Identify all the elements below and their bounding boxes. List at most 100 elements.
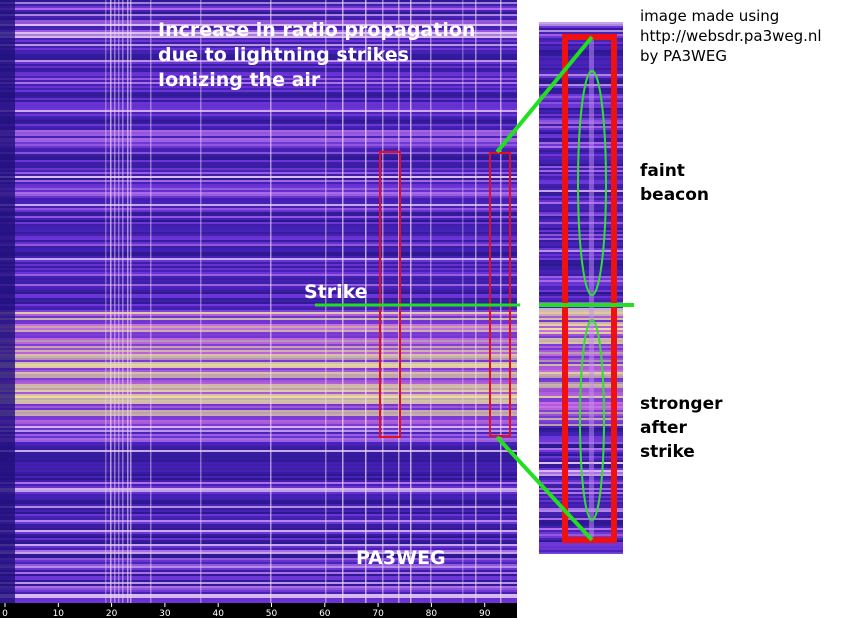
stripe [0,12,517,14]
stripe [0,336,517,338]
stripe [539,358,623,360]
stripe [539,280,623,282]
tick-label: 90 [479,609,491,618]
stripe [0,82,517,84]
stripe [0,258,517,260]
stripe [0,456,517,458]
stripe [539,476,623,478]
stripe [539,46,623,48]
title-line: due to lightning strikes [158,44,409,66]
vline [110,0,112,603]
stripe [0,304,517,306]
stripe [539,92,623,94]
stripe [539,60,623,62]
stripe [0,374,517,376]
stripe [0,594,517,596]
stripe [0,322,517,324]
stripe [0,386,517,388]
stripe [539,490,623,492]
stripe [539,192,623,194]
stripe [0,422,517,424]
stripe [539,508,623,510]
stripe [0,332,517,334]
stripe [539,240,623,242]
stripe [539,284,623,286]
stripe [539,132,623,134]
stripe [0,570,517,572]
stripe [539,198,623,200]
stripe [539,68,623,70]
stripe [0,108,517,110]
stripe [539,552,623,554]
stripe [0,268,517,270]
stripe [539,138,623,140]
stripe [539,484,623,486]
stripe [0,192,517,194]
stripe [539,504,623,506]
tick-label: 40 [212,609,224,618]
stripe [0,554,517,556]
stripe [539,80,623,82]
stripe [539,210,623,212]
box [379,151,401,438]
stripe [0,146,517,148]
stripe [0,536,517,538]
stripe [539,72,623,74]
stripe [0,352,517,354]
stripe [539,146,623,148]
stripe [0,288,517,290]
stripe [0,366,517,368]
stripe [0,548,517,550]
stripe [539,266,623,268]
stripe [539,22,623,24]
stripe [0,194,517,196]
stripe [539,158,623,160]
stripe [0,330,517,332]
stripe [0,478,517,480]
stripe [539,544,623,546]
stripe [539,178,623,180]
zoom-label: faint [640,161,685,181]
stripe [539,276,623,278]
box [489,152,511,437]
stripe [0,314,517,316]
stripe [0,248,517,250]
stripe [539,506,623,508]
stripe [539,58,623,60]
stripe [0,152,517,154]
stripe [0,462,517,464]
stripe [0,364,517,366]
stripe [0,56,517,58]
stripe [539,354,623,356]
stripe [0,150,517,152]
stripe [0,238,517,240]
stripe [0,318,517,320]
stripe [0,580,517,582]
stripe [539,346,623,348]
stripe [539,176,623,178]
stripe [0,482,517,484]
stripe [539,216,623,218]
stripe [0,312,517,314]
stripe [0,446,517,448]
stripe [0,162,517,164]
stripe [539,98,623,100]
stripe [0,552,517,554]
stripe [0,390,517,392]
stripe [0,172,517,174]
stripe [539,352,623,354]
stripe [0,512,517,514]
annotations [315,34,634,543]
stripe [0,266,517,268]
stripe [539,56,623,58]
stripe [0,414,517,416]
stripe [0,510,517,512]
stripe [539,288,623,290]
stripe [539,124,623,126]
stripe [539,478,623,480]
stripe [0,564,517,566]
stripe [0,406,517,408]
stripe [539,200,623,202]
zoom-label: stronger [640,394,723,414]
stripe [0,154,517,156]
